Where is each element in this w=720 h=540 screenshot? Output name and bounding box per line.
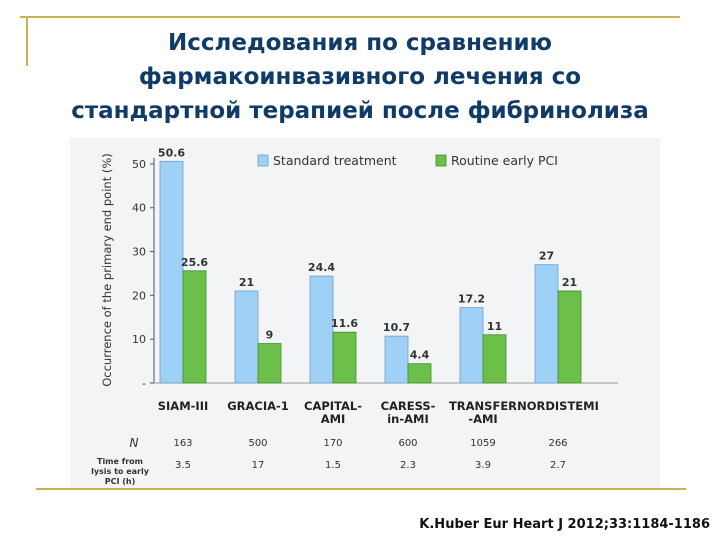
bar (257, 343, 282, 384)
bar-value-label: 21 (239, 276, 254, 289)
bar-value-label: 21 (562, 276, 577, 289)
bar-value-label: 25.6 (181, 256, 208, 269)
bar (482, 334, 507, 384)
n-value: 163 (173, 438, 192, 449)
time-value: 1.5 (325, 460, 341, 471)
bar (309, 275, 334, 384)
frame-top-line (20, 16, 680, 18)
n-value: 1059 (470, 438, 495, 449)
legend-swatch (435, 154, 447, 167)
bar-value-label: 10.7 (383, 321, 410, 334)
bar-chart: - 10 20 30 40 50 Occurrence of the primary end… (91, 146, 618, 486)
frame-bottom-line (36, 488, 686, 490)
y-tick-label: 20 (132, 289, 146, 302)
time-value: 17 (252, 460, 265, 471)
bar (557, 290, 582, 384)
title-line-2: фармакоинвазивного лечения со (138, 64, 582, 90)
y-tick-label: 30 (132, 246, 146, 259)
bar (407, 363, 432, 384)
n-value: 500 (248, 438, 267, 449)
bar-value-label: 50.6 (158, 146, 185, 159)
x-category-label: -AMI (468, 412, 497, 426)
bar-value-label: 27 (539, 250, 554, 263)
time-row-label: PCI (h) (105, 477, 136, 486)
n-value: 600 (398, 438, 417, 449)
time-row-label: lysis to early (91, 467, 150, 476)
legend-label: Standard treatment (273, 153, 397, 168)
slide-title: Исследования по сравнению фармакоинвазив… (20, 26, 700, 128)
x-category-label: SIAM-III (158, 399, 209, 413)
title-line-3: стандартной терапией после фибринолиза (71, 98, 649, 124)
n-value: 266 (548, 438, 567, 449)
bar (182, 270, 207, 384)
y-tick-label: 10 (132, 333, 146, 346)
x-category-label: AMI (321, 412, 346, 426)
x-category-label: in-AMI (387, 412, 429, 426)
title-line-1: Исследования по сравнению (168, 30, 552, 56)
bar-value-label: 17.2 (458, 293, 485, 306)
bar-value-label: 24.4 (308, 261, 335, 274)
bar-value-label: 4.4 (410, 349, 430, 362)
chart-figure: - 10 20 30 40 50 Occurrence of the primary end… (70, 138, 660, 488)
frame-left-line (26, 16, 28, 66)
bar (534, 264, 559, 384)
x-category-label: CAPITAL- (304, 399, 362, 413)
x-category-label: TRANSFER (449, 399, 517, 413)
legend-swatch (257, 154, 269, 167)
x-category-label: NORDISTEMI (517, 399, 599, 413)
bar (384, 335, 409, 384)
x-category-label: CARESS- (381, 399, 436, 413)
bar-value-label: 9 (266, 329, 274, 342)
n-value: 170 (323, 438, 342, 449)
citation: K.Huber Eur Heart J 2012;33:1184-1186 (419, 517, 710, 532)
y-tick-label: 40 (132, 202, 146, 215)
bar (459, 307, 484, 384)
y-tick-label: 50 (132, 158, 146, 171)
time-value: 2.3 (400, 460, 416, 471)
time-row-label: Time from (97, 457, 143, 466)
bar-value-label: 11 (487, 320, 502, 333)
time-value: 3.9 (475, 460, 491, 471)
x-category-label: GRACIA-1 (227, 399, 289, 413)
bar (234, 290, 259, 384)
bar-value-label: 11.6 (331, 317, 358, 330)
bar (159, 160, 184, 384)
time-value: 2.7 (550, 460, 566, 471)
y-tick-label: - (142, 377, 146, 390)
legend-label: Routine early PCI (451, 153, 558, 168)
time-value: 3.5 (175, 460, 191, 471)
n-row-label: N (130, 436, 139, 450)
y-axis-title: Occurrence of the primary end point (%) (100, 153, 114, 387)
bar (332, 331, 357, 384)
